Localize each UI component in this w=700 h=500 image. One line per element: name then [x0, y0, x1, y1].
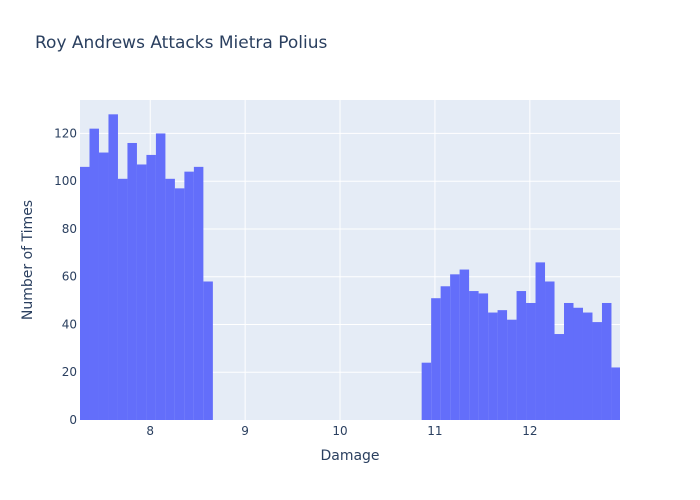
histogram-bar — [155, 133, 166, 420]
bars — [80, 114, 620, 421]
histogram-bar — [488, 312, 498, 420]
histogram-bar — [554, 334, 565, 420]
histogram-bar — [431, 298, 441, 420]
y-axis-ticks: 0 20 40 60 80 100 120 — [54, 126, 77, 427]
histogram-bar — [478, 293, 489, 420]
histogram-bar — [573, 307, 583, 420]
histogram-bar — [174, 188, 185, 420]
histogram-bar — [516, 291, 527, 420]
y-tick-label: 60 — [62, 270, 77, 284]
histogram-bar — [469, 291, 479, 420]
chart-title: Roy Andrews Attacks Mietra Polius — [35, 33, 328, 53]
histogram-bar — [127, 142, 137, 420]
histogram-bar — [459, 269, 470, 420]
histogram-bar — [440, 286, 451, 420]
histogram-bar — [146, 154, 156, 421]
x-tick-label: 8 — [146, 424, 154, 438]
histogram-bar — [545, 281, 555, 420]
x-axis-title: Damage — [320, 448, 379, 464]
y-axis-title: Number of Times — [20, 200, 36, 320]
histogram-bar — [564, 302, 574, 420]
histogram-bar — [80, 166, 90, 420]
histogram-bar — [497, 310, 508, 420]
y-tick-label: 80 — [62, 222, 77, 236]
y-tick-label: 120 — [54, 126, 77, 140]
y-tick-label: 20 — [62, 365, 77, 379]
y-tick-label: 40 — [62, 317, 77, 331]
histogram-bar — [98, 152, 109, 421]
histogram-bar — [203, 281, 213, 420]
y-tick-label: 100 — [54, 174, 77, 188]
x-tick-label: 10 — [332, 424, 347, 438]
histogram-bar — [117, 178, 128, 420]
x-tick-label: 11 — [427, 424, 442, 438]
histogram-bar — [193, 166, 204, 420]
x-tick-label: 12 — [522, 424, 537, 438]
histogram-bar — [89, 128, 99, 420]
y-tick-label: 0 — [69, 413, 77, 427]
histogram-bar — [592, 322, 602, 420]
histogram-bar — [526, 302, 536, 420]
histogram-bar — [582, 312, 593, 420]
histogram-bar — [450, 274, 460, 420]
x-axis-ticks: 8 9 10 11 12 — [146, 424, 537, 438]
histogram-bar — [421, 362, 432, 420]
histogram-bar — [165, 178, 175, 420]
histogram-bar — [611, 367, 620, 420]
histogram-bar — [601, 302, 612, 420]
histogram-bar — [184, 171, 194, 420]
histogram-bar — [535, 262, 546, 420]
x-tick-label: 9 — [241, 424, 249, 438]
histogram-bar — [108, 114, 118, 420]
histogram-bar — [136, 164, 147, 420]
histogram-bar — [507, 319, 517, 420]
